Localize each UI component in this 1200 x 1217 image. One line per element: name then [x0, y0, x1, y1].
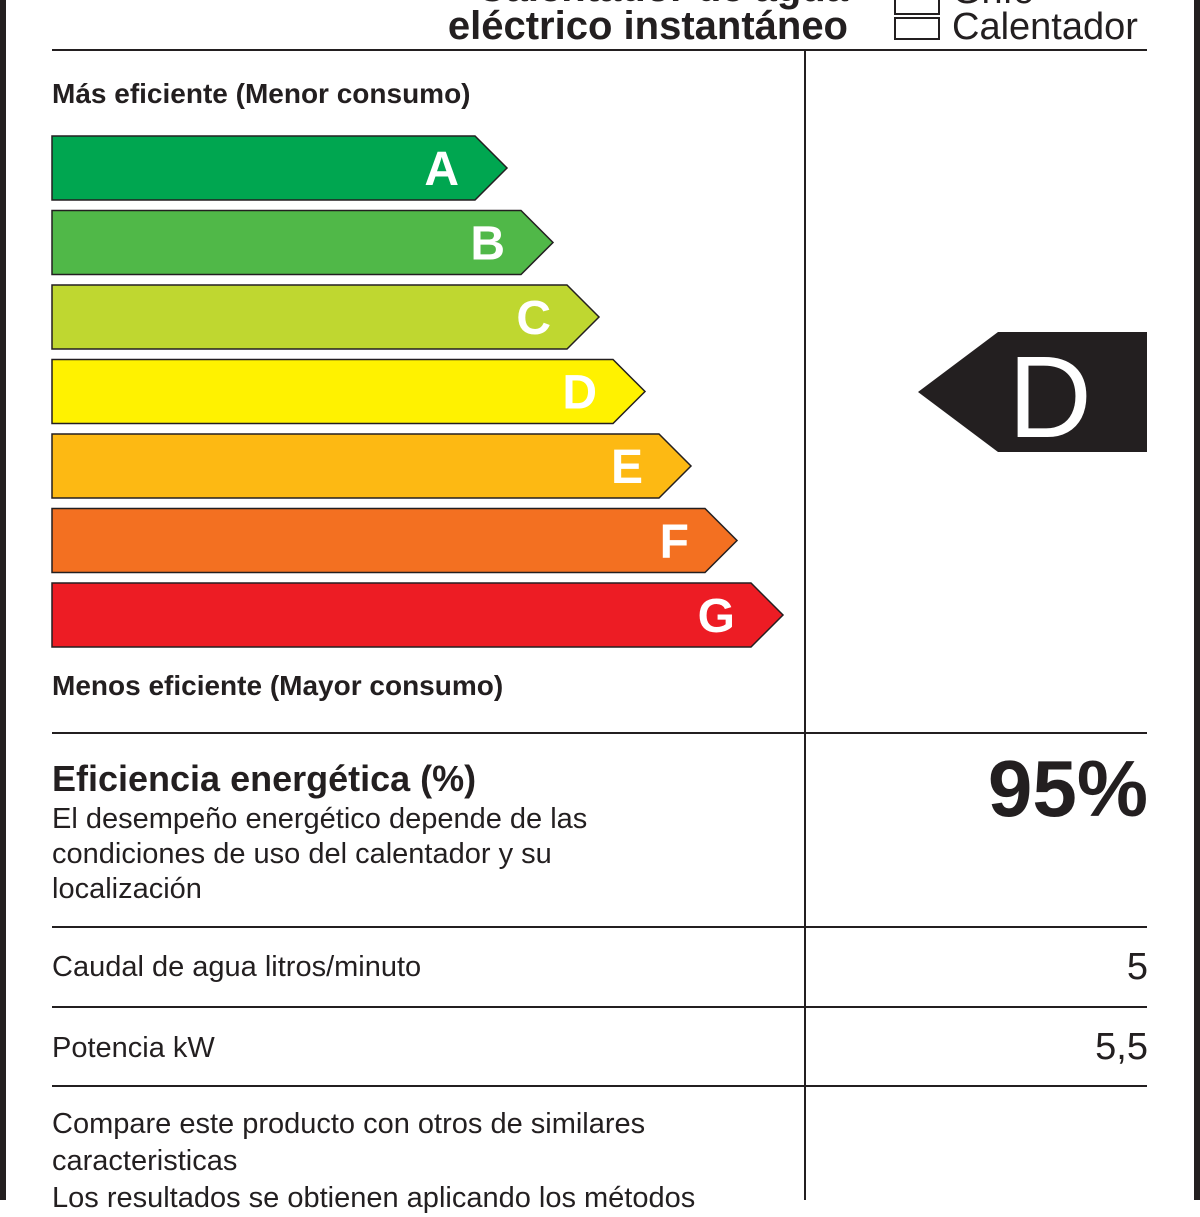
- grifo-checkbox: [894, 0, 940, 15]
- rating-letter: D: [1008, 332, 1092, 454]
- flow-value: 5: [1126, 946, 1148, 988]
- energy-class-g-arrow: G: [51, 582, 785, 648]
- calentador-checkbox-label: Calentador: [952, 6, 1138, 48]
- label-title-line2: eléctrico instantáneo: [447, 4, 848, 48]
- energy-class-a-shape: [51, 135, 509, 201]
- header-divider: [52, 49, 1147, 51]
- footer-cut-text: Los resultados se obtienen aplicando los…: [52, 1182, 696, 1214]
- efficiency-divider: [52, 926, 1147, 928]
- rating-section-divider: [52, 732, 1147, 734]
- energy-class-d-letter: D: [562, 367, 597, 420]
- energy-class-b-shape: [51, 209, 555, 276]
- energy-class-g-letter: G: [698, 590, 735, 643]
- energy-class-b-letter: B: [470, 218, 505, 271]
- energy-class-d-arrow: D: [51, 358, 647, 425]
- energy-class-f-letter: F: [660, 516, 689, 569]
- most-efficient-label: Más eficiente (Menor consumo): [52, 78, 471, 109]
- efficiency-value: 95%: [987, 744, 1148, 833]
- energy-class-d-shape: [51, 358, 647, 425]
- energy-class-f-shape: [51, 507, 739, 574]
- energy-class-a-arrow: A: [51, 135, 509, 201]
- flow-divider: [52, 1006, 1147, 1008]
- energy-class-c-shape: [51, 284, 601, 350]
- efficiency-title: Eficiencia energética (%): [52, 758, 477, 799]
- least-efficient-label: Menos eficiente (Mayor consumo): [52, 670, 504, 701]
- energy-class-g-shape: [51, 582, 785, 648]
- efficiency-description: El desempeño energético depende de las c…: [52, 803, 588, 905]
- energy-class-e-letter: E: [611, 441, 643, 494]
- energy-class-e-shape: [51, 433, 693, 499]
- label-title-line1: Calentador de agua: [477, 0, 848, 10]
- power-divider: [52, 1085, 1147, 1087]
- energy-class-c-arrow: C: [51, 284, 601, 350]
- calentador-checkbox: [894, 17, 940, 40]
- label-border-left: [0, 0, 6, 1200]
- grifo-checkbox-label: Grifo: [952, 0, 1034, 12]
- power-value: 5,5: [1095, 1026, 1148, 1068]
- energy-class-f-arrow: F: [51, 507, 739, 574]
- energy-class-c-letter: C: [516, 292, 551, 345]
- energy-class-a-letter: A: [424, 143, 459, 196]
- flow-label: Caudal de agua litros/minuto: [52, 951, 422, 983]
- label-border-right: [1194, 0, 1200, 1200]
- energy-class-b-arrow: B: [51, 209, 555, 276]
- rating-arrow-shape: [918, 332, 1147, 452]
- energy-class-e-arrow: E: [51, 433, 693, 499]
- compare-text: Compare este producto con otros de simil…: [52, 1108, 646, 1177]
- column-divider: [804, 49, 806, 1200]
- power-label: Potencia kW: [52, 1032, 215, 1064]
- energy-rating-arrow: D: [918, 332, 1147, 454]
